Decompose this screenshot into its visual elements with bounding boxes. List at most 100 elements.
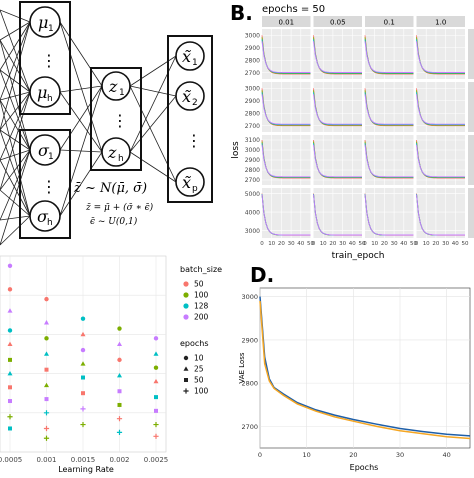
facet-row-strip <box>468 29 474 79</box>
scatter-point <box>116 416 123 422</box>
facet-x-tick: 30 <box>339 241 346 247</box>
facet-column-label: 0.01 <box>278 19 294 27</box>
facet-cell <box>313 188 362 238</box>
encoder-edge <box>59 21 103 153</box>
decoder-edge <box>129 85 177 183</box>
facet-cell <box>313 82 362 132</box>
facet-series-line <box>261 94 311 125</box>
facet-cell <box>416 82 465 132</box>
input-edge <box>0 21 31 101</box>
sigma-h-sub: h <box>47 218 53 228</box>
facet-row-strip <box>468 188 474 238</box>
scatter-point <box>43 435 50 441</box>
facet-series-line <box>261 41 311 73</box>
loss-svg: D. 3000 2900 2800 2700 0 10 20 30 40 Epochs VAE … <box>238 263 471 472</box>
mu-layer-box <box>19 1 71 115</box>
facet-y-tick: 2800 <box>245 57 260 64</box>
facet-y-axis-label: loss <box>231 141 241 159</box>
facet-series-line <box>364 144 414 178</box>
z-h-sub: h <box>118 154 124 164</box>
facet-cell <box>416 29 465 79</box>
encoder-edge <box>59 85 103 93</box>
facet-row-strip <box>468 82 474 132</box>
epsilon-formula: ϵ̄ ~ U(0,1) <box>90 216 138 227</box>
learning-rate-scatter-panel: 0.0005 0.001 0.0015 0.002 0.0025 Learning Ra… <box>0 250 238 474</box>
facet-grid-svg: B. epochs = 50 0.01 0.05 0.1 1.030002900280… <box>230 1 474 261</box>
panel-d-letter: D. <box>250 263 274 287</box>
scatter-point <box>43 410 50 416</box>
facet-y-tick: 2700 <box>245 70 260 77</box>
mu-1-node <box>29 6 61 38</box>
scatter-point <box>117 389 122 394</box>
sampling-formula: z̄ ~ N(μ̄, σ̄) <box>73 181 147 196</box>
facet-x-tick: 40 <box>400 241 407 247</box>
legend-batch-size: 50 100 128 200 <box>183 280 209 322</box>
loss-y-tick: 3000 <box>241 293 258 301</box>
xhat-1-label: x̃ <box>182 47 191 66</box>
facet-cell <box>365 29 414 79</box>
scatter-point <box>7 287 13 292</box>
loss-y-tick: 2800 <box>241 380 258 388</box>
input-edge <box>0 159 31 217</box>
reparam-formula: z̄ = μ̄ + (σ̄ ∗ ϵ̄) <box>85 202 154 213</box>
scatter-point <box>8 399 12 404</box>
facet-series-line <box>313 41 362 73</box>
input-edge <box>0 149 31 246</box>
scatter-point <box>116 429 123 435</box>
legend-epochs-label: 10 <box>194 354 204 363</box>
facet-row-strip <box>468 135 474 185</box>
facet-x-tick: 0 <box>415 241 419 247</box>
input-edge <box>0 91 31 131</box>
loss-x-axis-label: Epochs <box>350 463 379 472</box>
sigma-1-label: σ <box>38 141 50 160</box>
sigma-h-label: σ <box>37 207 49 226</box>
input-edge <box>0 21 31 131</box>
scatter-point <box>80 347 86 353</box>
scatter-x-tick: 0.0005 <box>0 456 22 464</box>
scatter-point <box>80 421 86 428</box>
loss-x-tick: 0 <box>258 451 262 459</box>
encoder-edge <box>59 21 103 87</box>
loss-x-tick: 20 <box>349 451 357 459</box>
input-edge <box>0 149 31 191</box>
scatter-point <box>117 326 122 331</box>
encoder-edge <box>59 85 103 151</box>
facet-x-tick: 30 <box>288 241 295 247</box>
input-edge <box>0 21 31 41</box>
input-edge <box>0 99 31 151</box>
sigma-h-node <box>29 200 61 232</box>
facet-y-tick: 3000 <box>245 85 260 92</box>
legend-epochs-label: 100 <box>194 387 209 396</box>
input-edge <box>0 149 31 221</box>
loss-series-line <box>259 296 471 437</box>
scatter-point <box>154 408 158 413</box>
legend-batch-swatch <box>183 314 189 320</box>
input-edge <box>0 9 31 93</box>
scatter-point <box>7 414 13 420</box>
vae-architecture-diagram: μ 1 ⋮ μ h σ 1 ⋮ σ h z 1 ⋮ z h x̃ 1 x̃ 2 … <box>0 0 228 250</box>
xhat-p-label: x̃ <box>182 173 191 192</box>
facet-column-header <box>365 16 414 27</box>
mu-1-label: μ <box>38 13 48 32</box>
facet-x-tick: 10 <box>320 241 327 247</box>
legend-epochs-title: epochs <box>180 339 209 348</box>
scatter-point <box>153 351 159 356</box>
facet-x-tick: 0 <box>260 241 264 247</box>
xhat-p-sub: p <box>192 184 198 194</box>
facet-x-tick: 20 <box>432 241 439 247</box>
xhat-1-sub: 1 <box>192 58 198 68</box>
facet-y-tick: 2900 <box>245 45 260 52</box>
legend-batch-label: 128 <box>194 302 209 311</box>
mu-h-sub: h <box>47 94 53 104</box>
facet-x-tick: 20 <box>329 241 336 247</box>
facet-x-tick: 0 <box>363 241 367 247</box>
facet-series-line <box>416 144 465 178</box>
scatter-point <box>44 351 49 356</box>
xhat-2-sub: 2 <box>192 98 198 108</box>
scatter-x-ticks: 0.0005 0.001 0.0015 0.002 0.0025 <box>0 456 168 464</box>
legend-epochs-swatch <box>183 366 189 371</box>
facet-series-line <box>416 194 465 236</box>
scatter-point <box>81 375 85 380</box>
scatter-point <box>81 391 85 396</box>
encoder-edge <box>59 85 103 217</box>
